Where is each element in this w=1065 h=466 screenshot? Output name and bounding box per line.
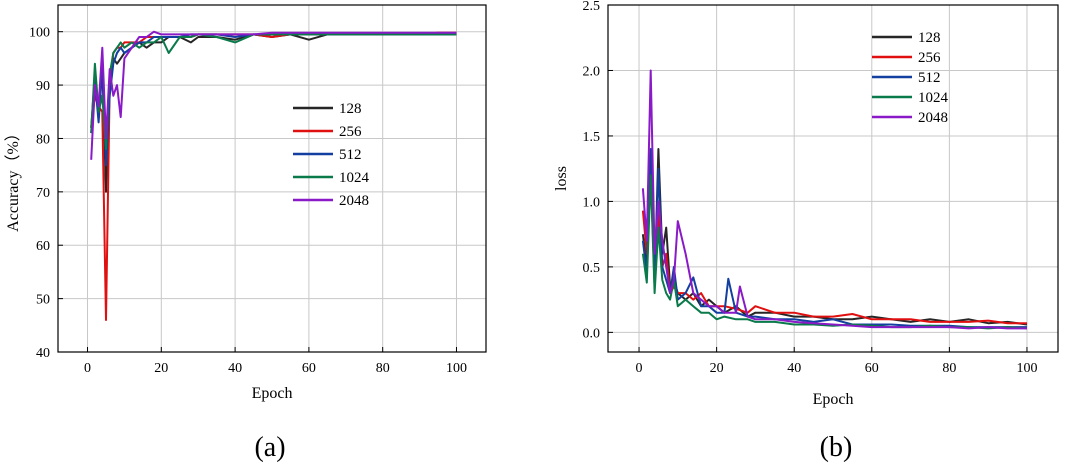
- chart2-y-tick-label: 2.5: [583, 0, 601, 14]
- chart2-plot-frame: [607, 4, 1059, 353]
- chart2-y-tick-label: 0.5: [583, 261, 601, 276]
- chart2-series-2048: [641, 69, 1027, 330]
- chart2-legend-label-1024: 1024: [918, 90, 949, 106]
- chart2-legend-label-2048: 2048: [918, 110, 948, 126]
- chart1-series-2048: [90, 30, 457, 160]
- chart1-x-tick-label: 100: [446, 361, 467, 376]
- chart2-x-tick-label: 40: [787, 361, 801, 376]
- panel-label-a: (a): [254, 432, 285, 463]
- chart1-legend-label-256: 256: [339, 124, 362, 140]
- chart2-x-tick-label: 100: [1016, 361, 1037, 376]
- chart1-x-axis-label: Epoch: [252, 385, 293, 402]
- chart1-plot-frame: [57, 4, 487, 353]
- chart1-legend-label-2048: 2048: [339, 193, 369, 209]
- chart1-y-tick-label: 100: [29, 26, 50, 41]
- chart1-x-tick-label: 20: [154, 361, 168, 376]
- chart2-x-tick-label: 0: [636, 361, 643, 376]
- chart1-y-tick-label: 50: [36, 293, 50, 308]
- chart2-y-axis-label: loss: [553, 166, 570, 191]
- chart2-y-tick-label: 1.0: [583, 195, 601, 210]
- chart2-x-tick-label: 60: [865, 361, 879, 376]
- chart1-x-tick-label: 0: [84, 361, 91, 376]
- chart2-y-tick-label: 0.0: [583, 326, 601, 341]
- chart1-series-512: [90, 33, 457, 167]
- chart1-legend-label-1024: 1024: [339, 170, 370, 186]
- loss-chart: 0 20 40 60 80 100 0.0 0.5 1.0 1.5 2.0 2.5 Epoch loss 1…: [553, 0, 1059, 408]
- chart2-legend-label-512: 512: [918, 70, 941, 86]
- chart1-y-tick-label: 80: [36, 132, 50, 147]
- chart1-x-tick-label: 40: [228, 361, 242, 376]
- chart1-series-256: [90, 31, 457, 321]
- chart1-legend-label-512: 512: [339, 147, 362, 163]
- chart1-legend-label-128: 128: [339, 101, 362, 117]
- chart1-y-tick-label: 40: [36, 346, 50, 361]
- chart1-x-tick-label: 60: [302, 361, 316, 376]
- accuracy-chart: 0 20 40 60 80 100 40 50 60 70 80 90 100 Epoch Accuracy…: [4, 4, 487, 402]
- chart1-series-128: [90, 33, 457, 193]
- chart2-x-axis-label: Epoch: [813, 391, 854, 408]
- chart1-series-1024: [90, 33, 457, 151]
- chart1-x-tick-label: 80: [376, 361, 390, 376]
- chart2-legend-label-128: 128: [918, 30, 941, 46]
- panel-label-b: (b): [820, 432, 853, 463]
- chart2-y-tick-label: 1.5: [583, 130, 601, 145]
- chart2-x-tick-label: 80: [942, 361, 956, 376]
- chart1-y-tick-label: 60: [36, 239, 50, 254]
- chart1-y-tick-label: 90: [36, 79, 50, 94]
- chart1-y-axis-label: Accuracy（%）: [4, 125, 22, 232]
- chart2-x-tick-label: 20: [710, 361, 724, 376]
- chart2-y-tick-label: 2.0: [583, 64, 601, 79]
- chart1-y-tick-label: 70: [36, 186, 50, 201]
- chart2-legend-label-256: 256: [918, 50, 941, 66]
